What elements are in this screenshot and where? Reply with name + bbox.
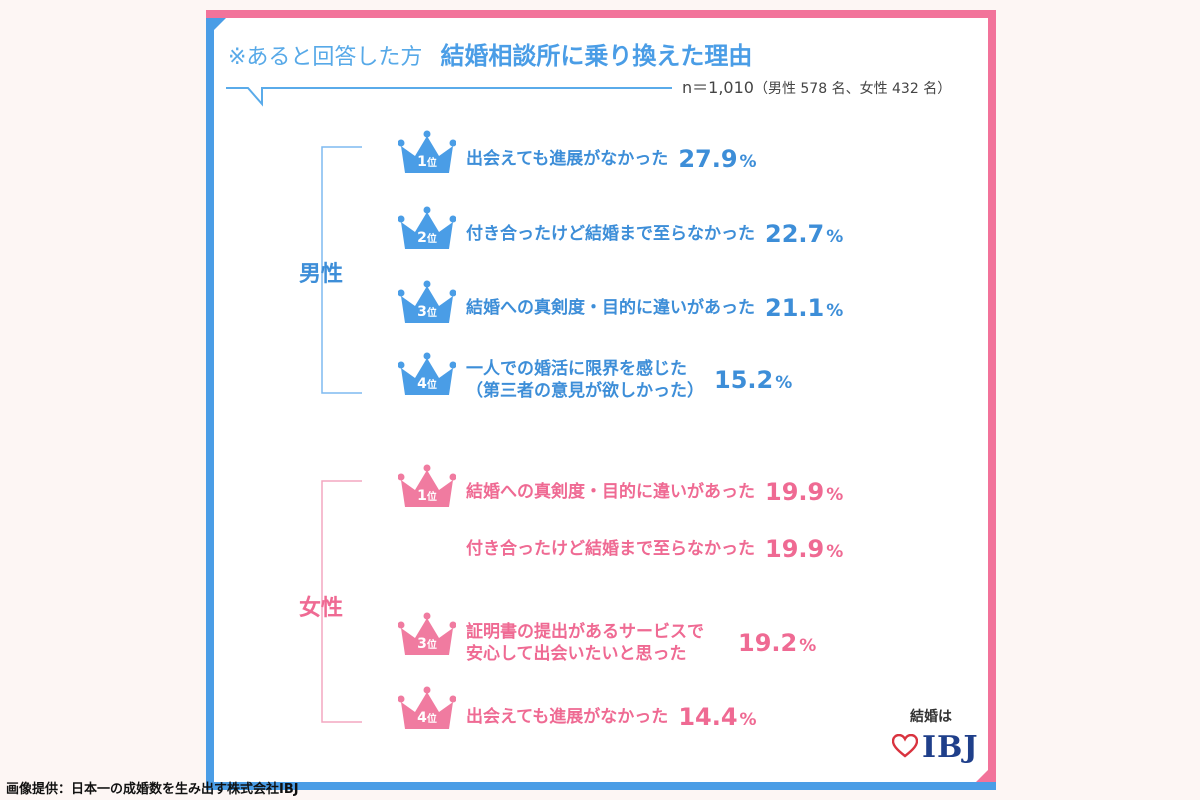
rank-badge: 3位 xyxy=(417,636,437,652)
percentage: 19.2% xyxy=(738,629,817,657)
reason-text: 結婚への真剣度・目的に違いがあった xyxy=(466,481,755,502)
reason-row-male-1: 出会えても進展がなかった 27.9% xyxy=(466,142,757,176)
crown-icon: 4位 xyxy=(397,352,457,396)
rank-badge: 4位 xyxy=(417,376,437,392)
sample-size: n＝1,010（男性 578 名、女性 432 名） xyxy=(682,74,951,98)
page-title: 結婚相談所に乗り換えた理由 xyxy=(440,42,753,70)
logo-brand: IBJ xyxy=(922,730,979,765)
rank-badge: 4位 xyxy=(417,710,437,726)
reason-text: 付き合ったけど結婚まで至らなかった xyxy=(466,223,755,244)
rank-badge: 3位 xyxy=(417,304,437,320)
percentage: 19.9% xyxy=(765,535,844,563)
percentage: 27.9% xyxy=(678,145,757,173)
frame-left-edge xyxy=(206,10,214,790)
crown-icon: 3位 xyxy=(397,280,457,324)
image-credit: 画像提供：日本一の成婚数を生み出す株式会社IBJ xyxy=(6,782,299,797)
reason-row-female-1: 結婚への真剣度・目的に違いがあった 19.9% xyxy=(466,475,843,509)
reason-row-male-4: 一人での婚活に限界を感じた （第三者の意見が欲しかった） 15.2% xyxy=(466,353,792,407)
percentage: 19.9% xyxy=(765,478,844,506)
reason-text: 付き合ったけど結婚まで至らなかった xyxy=(466,538,755,559)
frame-corner-bottom-right xyxy=(976,770,988,782)
infographic-card xyxy=(206,10,996,790)
header-title: ※あると回答した方 結婚相談所に乗り換えた理由 xyxy=(228,36,752,70)
reason-row-female-1-tie: 付き合ったけど結婚まで至らなかった 19.9% xyxy=(466,532,843,566)
rank-badge: 1位 xyxy=(417,154,437,170)
title-prefix: ※あると回答した方 xyxy=(228,45,423,70)
reason-row-male-2: 付き合ったけど結婚まで至らなかった 22.7% xyxy=(466,217,843,251)
reason-text: 一人での婚活に限界を感じた （第三者の意見が欲しかった） xyxy=(466,358,704,401)
reason-row-female-4: 出会えても進展がなかった 14.4% xyxy=(466,700,757,734)
reason-row-male-3: 結婚への真剣度・目的に違いがあった 21.1% xyxy=(466,291,843,325)
heart-icon xyxy=(891,733,919,762)
frame-right-edge xyxy=(988,10,996,790)
reason-row-female-3: 証明書の提出があるサービスで 安心して出会いたいと思った 19.2% xyxy=(466,616,816,670)
crown-icon: 1位 xyxy=(397,130,457,174)
logo-mark: IBJ xyxy=(891,730,979,765)
reason-text: 証明書の提出があるサービスで 安心して出会いたいと思った xyxy=(466,621,704,664)
reason-text: 出会えても進展がなかった xyxy=(466,706,669,727)
crown-icon: 4位 xyxy=(397,686,457,730)
rank-badge: 1位 xyxy=(417,488,437,504)
crown-icon: 2位 xyxy=(397,206,457,250)
reason-text: 出会えても進展がなかった xyxy=(466,148,669,169)
sample-breakdown: （男性 578 名、女性 432 名） xyxy=(753,81,952,97)
reason-text: 結婚への真剣度・目的に違いがあった xyxy=(466,297,755,318)
crown-icon: 3位 xyxy=(397,612,457,656)
crown-icon: 1位 xyxy=(397,464,457,508)
percentage: 21.1% xyxy=(765,294,844,322)
frame-bottom-edge xyxy=(206,782,996,790)
percentage: 15.2% xyxy=(714,366,793,394)
frame-corner-top-left xyxy=(214,18,226,30)
percentage: 22.7% xyxy=(765,220,844,248)
percentage: 14.4% xyxy=(678,703,757,731)
frame-top-edge xyxy=(206,10,996,18)
sample-count: n＝1,010 xyxy=(682,78,754,97)
group-label-male: 男性 xyxy=(299,262,344,287)
rank-badge: 2位 xyxy=(417,230,437,246)
title-underline xyxy=(226,87,672,107)
ibj-logo: 結婚は IBJ xyxy=(872,704,982,772)
logo-tagline: 結婚は xyxy=(910,709,952,725)
group-label-female: 女性 xyxy=(299,596,344,621)
